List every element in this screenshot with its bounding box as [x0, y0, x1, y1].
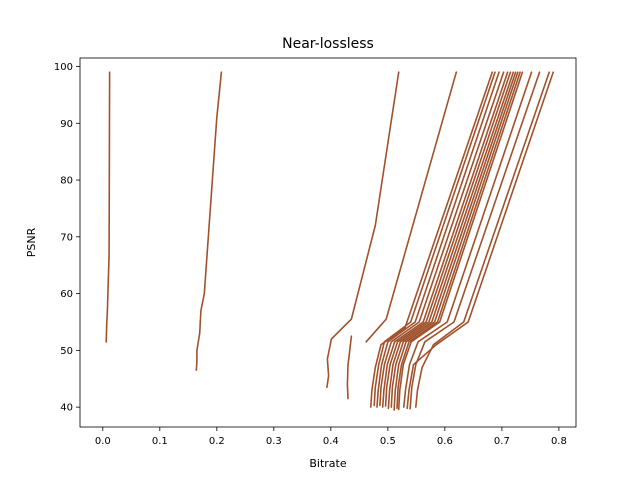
y-tick-label: 70	[60, 232, 73, 243]
series-line-10	[381, 71, 509, 408]
y-tick-label: 80	[60, 176, 73, 187]
series-line-19	[414, 71, 551, 408]
y-tick-label: 60	[60, 289, 73, 300]
x-tick-label: 0.8	[551, 436, 567, 447]
series-line-11	[384, 71, 512, 407]
series-line-8	[376, 71, 500, 408]
x-tick-label: 0.4	[323, 436, 339, 447]
y-tick-label: 50	[60, 346, 73, 357]
y-axis-label: PSNR	[25, 227, 38, 257]
series-line-4	[346, 335, 353, 400]
series-line-7	[373, 71, 496, 407]
x-tick-label: 0.1	[152, 436, 168, 447]
chart-title: Near-lossless	[282, 36, 374, 52]
y-tick-label: 90	[60, 119, 73, 130]
series-line-15	[396, 71, 521, 410]
x-tick-label: 0.2	[209, 436, 225, 447]
series-line-12	[387, 71, 515, 410]
series-line-5	[365, 71, 458, 343]
y-tick-label: 40	[60, 403, 73, 414]
series-line-1	[105, 71, 111, 343]
series-line-2	[195, 71, 223, 372]
axes-frame	[79, 57, 577, 428]
x-axis-ticks: 0.0 0.1 0.2 0.3 0.4 0.5 0.6 0.7 0.8	[95, 427, 567, 447]
series-line-17	[402, 71, 533, 408]
series-line-14	[393, 71, 519, 411]
y-tick-label: 100	[54, 62, 73, 73]
series-line-9	[379, 71, 505, 407]
series-line-6	[369, 71, 494, 408]
x-axis-label: Bitrate	[309, 457, 346, 470]
series-line-18	[409, 71, 541, 410]
x-tick-label: 0.3	[266, 436, 282, 447]
series-line-13	[390, 71, 517, 408]
x-tick-label: 0.5	[380, 436, 396, 447]
x-tick-label: 0.0	[95, 436, 111, 447]
series-line-20	[406, 71, 555, 410]
series-line-16	[397, 71, 524, 411]
y-axis-ticks: 40 50 60 70 80 90 100	[54, 62, 80, 414]
x-tick-label: 0.7	[494, 436, 510, 447]
plot-lines	[105, 71, 555, 411]
series-line-3	[326, 71, 400, 389]
x-tick-label: 0.6	[437, 436, 453, 447]
